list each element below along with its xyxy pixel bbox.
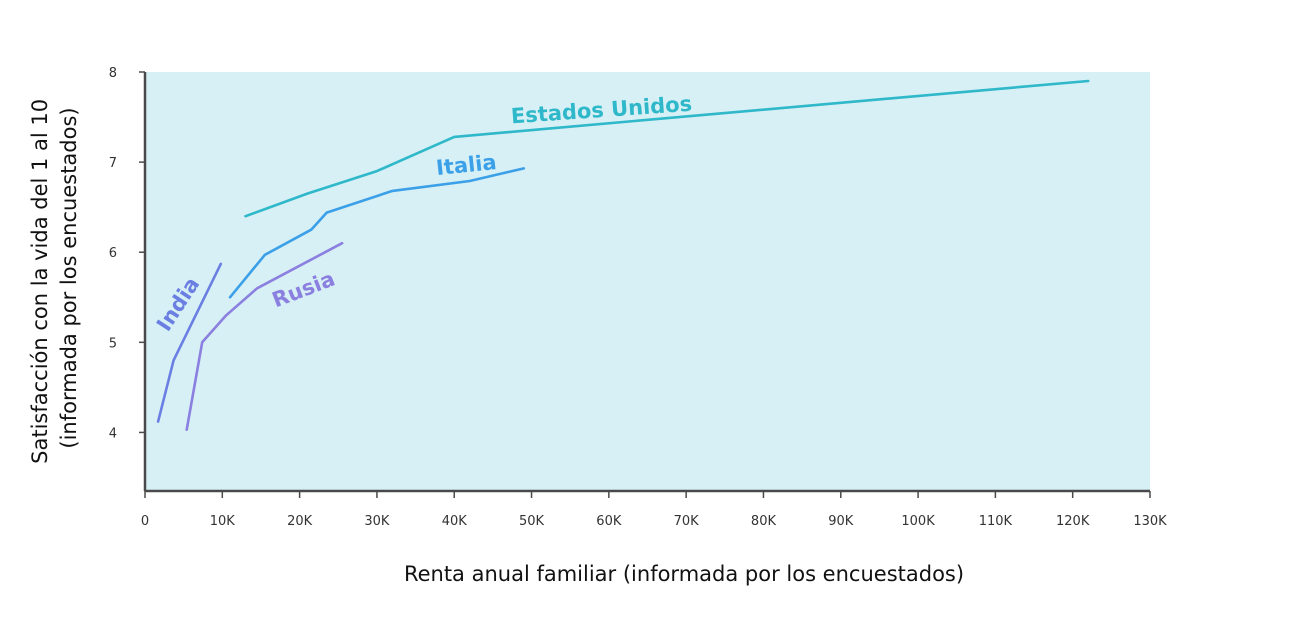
y-tick-label: 4 [109,426,117,441]
series-lines [156,79,1090,432]
y-axis-title: Satisfacción con la vida del 1 al 10 (in… [28,92,81,464]
plot-area-background [145,72,1150,491]
series-line-italia [228,167,526,299]
x-axis-title: Renta anual familiar (informada por los … [404,562,964,586]
tick-labels: 0 10K 20K 30K 40K 50K 60K 70K 80K 90K 100K 110K 120K… [109,66,1167,529]
x-tick-label: 90K [828,514,854,529]
y-tick-label: 8 [109,66,117,81]
x-tick-label: 10K [210,514,236,529]
x-tick-label: 0 [141,514,149,529]
x-tick-label: 70K [674,514,700,529]
y-tick-label: 6 [109,246,117,261]
x-tick-label: 30K [364,514,390,529]
series-line-estados-unidos [244,79,1090,218]
series-line-rusia [185,241,344,432]
y-axis-title-line-2: (informada por los encuestados) [57,107,81,448]
y-tick-label: 7 [109,156,117,171]
x-tick-label: 100K [901,514,935,529]
x-tick-label: 120K [1056,514,1090,529]
y-tick-label: 5 [109,336,117,351]
x-tick-label: 110K [979,514,1013,529]
x-tick-label: 40K [442,514,468,529]
x-tick-label: 130K [1133,514,1167,529]
x-tick-label: 20K [287,514,313,529]
axes [139,71,1151,498]
x-tick-label: 50K [519,514,545,529]
series-line-india [156,262,223,423]
x-tick-label: 60K [596,514,622,529]
y-axis-title-line-1: Satisfacción con la vida del 1 al 10 [28,99,52,464]
x-tick-label: 80K [751,514,777,529]
